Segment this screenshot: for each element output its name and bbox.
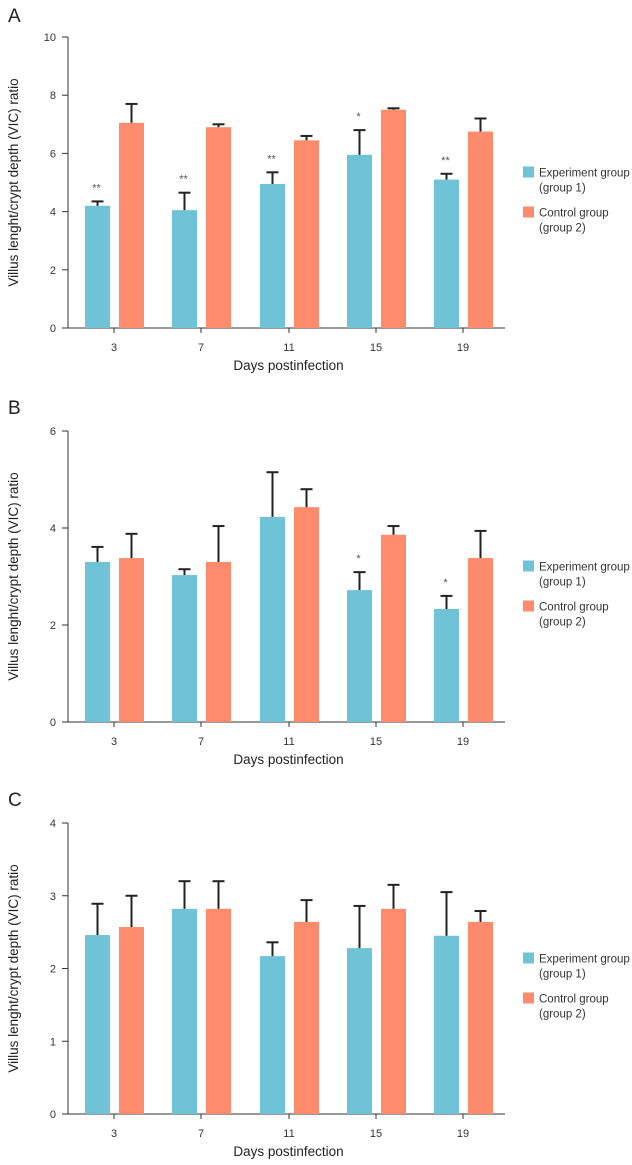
- significance-marker: **: [179, 174, 188, 186]
- y-axis-title: Villus lenght/crypt depth (VIC) ratio: [6, 78, 21, 286]
- bar-experiment-day-15: [347, 948, 372, 1114]
- bar-experiment-day-3: [85, 935, 110, 1114]
- bar-control-day-19: [468, 131, 493, 328]
- x-axis-title: Days postinfection: [233, 752, 343, 767]
- x-tick-label: 3: [111, 342, 117, 354]
- legend-swatch-experiment: [523, 952, 534, 964]
- significance-marker: *: [356, 111, 361, 123]
- x-tick-label: 19: [457, 1128, 469, 1140]
- y-tick-label: 10: [44, 32, 56, 44]
- bar-experiment-day-7: [172, 575, 197, 722]
- bar-control-day-3: [119, 122, 144, 328]
- legend-swatch-experiment: [523, 560, 534, 572]
- bar-control-day-19: [468, 558, 493, 722]
- legend-swatch-control: [523, 206, 534, 218]
- legend-label: (group 2): [539, 617, 586, 629]
- panel-b: B 0 2 4 6 Villus lenght/crypt depth (VIC) rat…: [6, 398, 630, 767]
- bar-experiment-day-7: [172, 908, 197, 1114]
- bar-experiment-day-3: [85, 205, 110, 328]
- panel-letter: B: [8, 398, 21, 419]
- significance-marker: *: [443, 577, 448, 589]
- legend-label: Control group: [539, 602, 609, 614]
- x-tick-label: 3: [111, 1128, 117, 1140]
- legend-label: Experiment group: [539, 954, 630, 966]
- legend-swatch-control: [523, 600, 534, 612]
- y-tick-label: 6: [50, 148, 56, 160]
- panel-letter: A: [8, 6, 21, 27]
- y-tick-label: 6: [50, 426, 56, 438]
- bar-control-day-11: [294, 507, 319, 722]
- legend-label: (group 1): [539, 183, 586, 195]
- bar-experiment-day-11: [260, 183, 285, 328]
- bar-control-day-7: [206, 561, 231, 722]
- y-tick-label: 4: [50, 207, 56, 219]
- significance-marker: **: [441, 155, 450, 167]
- x-tick-label: 19: [457, 736, 469, 748]
- y-tick-label: 4: [50, 818, 56, 830]
- bar-experiment-day-11: [260, 516, 285, 722]
- bar-control-day-3: [119, 558, 144, 722]
- panel-c: C 0 1 2 3 4 Villus lenght/crypt depth (VIC) ra…: [6, 790, 630, 1159]
- bar-experiment-day-15: [347, 154, 372, 328]
- legend-label: Experiment group: [539, 562, 630, 574]
- y-tick-label: 2: [50, 620, 56, 632]
- y-axis-title: Villus lenght/crypt depth (VIC) ratio: [6, 472, 21, 680]
- y-tick-label: 8: [50, 90, 56, 102]
- x-tick-label: 7: [198, 1128, 204, 1140]
- x-tick-label: 11: [283, 736, 294, 748]
- x-tick-label: 7: [198, 736, 204, 748]
- bar-experiment-day-19: [434, 608, 459, 722]
- x-tick-label: 11: [283, 342, 294, 354]
- y-tick-label: 0: [50, 323, 56, 335]
- significance-marker: **: [267, 153, 276, 165]
- x-tick-label: 15: [370, 342, 382, 354]
- y-tick-label: 2: [50, 964, 56, 976]
- legend-label: (group 2): [539, 223, 586, 235]
- x-tick-label: 11: [283, 1128, 294, 1140]
- panel-letter: C: [8, 790, 22, 811]
- panel-a: A 0 2 4 6 8 10 Villus lenght/crypt depth (VIC) …: [6, 6, 630, 373]
- x-tick-label: 7: [198, 342, 204, 354]
- bar-control-day-11: [294, 921, 319, 1114]
- x-tick-label: 3: [111, 736, 117, 748]
- bar-experiment-day-7: [172, 210, 197, 328]
- y-axis-title: Villus lenght/crypt depth (VIC) ratio: [6, 864, 21, 1072]
- bar-control-day-3: [119, 927, 144, 1114]
- significance-marker: *: [356, 553, 361, 565]
- bar-experiment-day-19: [434, 179, 459, 328]
- y-tick-label: 1: [50, 1036, 56, 1048]
- bar-control-day-15: [381, 534, 406, 722]
- significance-marker: **: [92, 182, 101, 194]
- legend-label: (group 2): [539, 1009, 586, 1021]
- bar-experiment-day-15: [347, 590, 372, 722]
- bar-control-day-19: [468, 921, 493, 1114]
- x-axis-title: Days postinfection: [233, 1144, 343, 1159]
- x-axis-title: Days postinfection: [233, 358, 343, 373]
- bar-control-day-15: [381, 109, 406, 328]
- bar-control-day-11: [294, 140, 319, 328]
- x-tick-label: 15: [370, 736, 382, 748]
- y-tick-label: 2: [50, 265, 56, 277]
- bar-experiment-day-19: [434, 935, 459, 1114]
- bar-control-day-7: [206, 908, 231, 1114]
- bar-experiment-day-11: [260, 956, 285, 1114]
- legend-swatch-experiment: [523, 166, 534, 178]
- legend-swatch-control: [523, 992, 534, 1004]
- legend-label: (group 1): [539, 577, 586, 589]
- legend-label: Control group: [539, 994, 609, 1006]
- y-tick-label: 4: [50, 523, 56, 535]
- bar-control-day-7: [206, 127, 231, 329]
- x-tick-label: 19: [457, 342, 469, 354]
- y-tick-label: 3: [50, 891, 56, 903]
- legend-label: Control group: [539, 208, 609, 220]
- legend-label: Experiment group: [539, 168, 630, 180]
- bar-experiment-day-3: [85, 561, 110, 722]
- x-tick-label: 15: [370, 1128, 382, 1140]
- bar-control-day-15: [381, 908, 406, 1114]
- y-tick-label: 0: [50, 717, 56, 729]
- legend-label: (group 1): [539, 969, 586, 981]
- y-tick-label: 0: [50, 1109, 56, 1121]
